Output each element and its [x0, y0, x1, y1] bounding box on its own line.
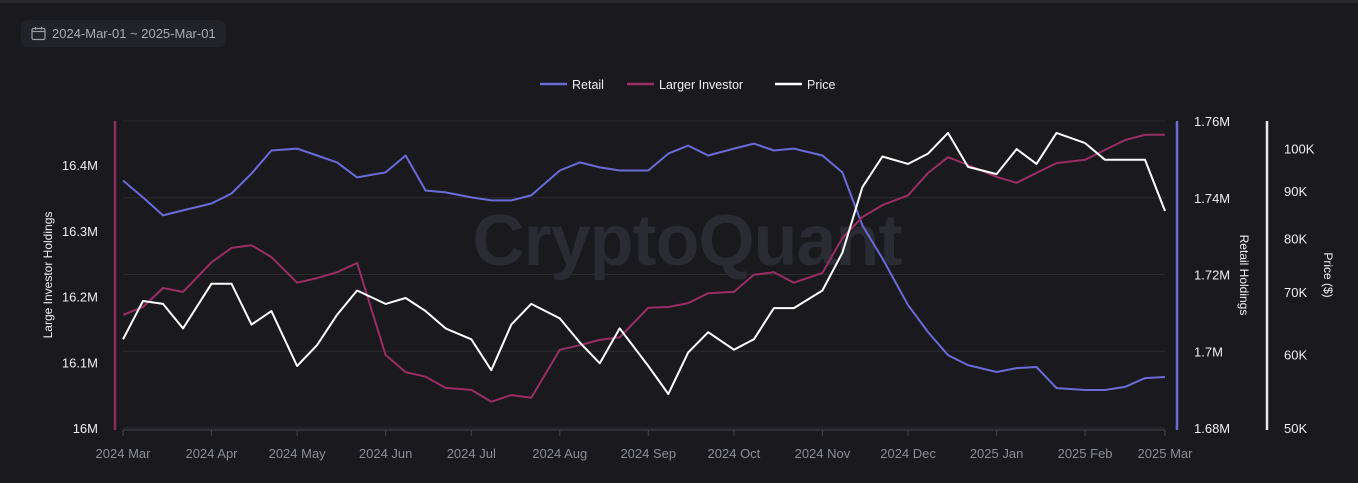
x-tick-label: 2025 Feb [1058, 446, 1113, 461]
series-line-price [122, 131, 1166, 395]
retail-tick-label: 1.76M [1194, 114, 1230, 129]
price-axis-title: Price ($) [1321, 252, 1335, 297]
left-tick-label: 16.2M [62, 290, 98, 305]
x-tick-label: 2024 Oct [708, 446, 761, 461]
price-tick-label: 60K [1284, 347, 1307, 362]
x-tick-label: 2024 Dec [880, 446, 936, 461]
date-range-label: 2024-Mar-01 ~ 2025-Mar-01 [52, 26, 216, 41]
left-tick-label: 16M [73, 421, 98, 436]
left-axis-title: Large Investor Holdings [41, 212, 55, 339]
price-tick-label: 90K [1284, 184, 1307, 199]
series-line-retail [122, 142, 1166, 391]
legend-item-larger-investor[interactable]: Larger Investor [627, 78, 743, 92]
x-tick-label: 2025 Mar [1138, 446, 1194, 461]
watermark: CryptoQuant [473, 201, 903, 281]
retail-tick-label: 1.72M [1194, 268, 1230, 283]
grid [123, 120, 1165, 429]
calendar-icon [31, 26, 46, 41]
x-tick-label: 2024 Aug [532, 446, 587, 461]
x-tick-label: 2024 Apr [185, 446, 238, 461]
retail-tick-label: 1.7M [1194, 344, 1223, 359]
x-tick-label: 2024 Sep [620, 446, 676, 461]
retail-tick-label: 1.68M [1194, 421, 1230, 436]
price-tick-label: 100K [1284, 141, 1315, 156]
left-tick-label: 16.4M [62, 158, 98, 173]
legend-label: Price [807, 78, 836, 92]
price-tick-label: 80K [1284, 231, 1307, 246]
x-tick-label: 2024 Nov [795, 446, 851, 461]
series-line-larger-investor [122, 133, 1165, 403]
left-tick-label: 16.3M [62, 224, 98, 239]
x-tick-label: 2025 Jan [970, 446, 1024, 461]
legend-label: Retail [572, 78, 604, 92]
legend[interactable]: Retail Larger Investor Price [540, 78, 836, 92]
retail-tick-label: 1.74M [1194, 191, 1230, 206]
x-tick-label: 2024 Mar [96, 446, 152, 461]
left-tick-label: 16.1M [62, 355, 98, 370]
price-tick-label: 70K [1284, 285, 1307, 300]
axes: 2024 Mar 2024 Apr 2024 May 2024 Jun 2024 Jul… [41, 114, 1335, 461]
x-tick-label: 2024 Jun [359, 446, 413, 461]
legend-item-price[interactable]: Price [775, 78, 836, 92]
top-border [0, 0, 1358, 3]
price-tick-label: 50K [1284, 421, 1307, 436]
series-group [122, 131, 1166, 403]
legend-item-retail[interactable]: Retail [540, 78, 604, 92]
date-range-picker[interactable]: 2024-Mar-01 ~ 2025-Mar-01 [21, 20, 226, 47]
retail-axis-title: Retail Holdings [1237, 235, 1251, 316]
legend-label: Larger Investor [659, 78, 743, 92]
x-tick-label: 2024 May [269, 446, 327, 461]
x-tick-label: 2024 Jul [447, 446, 496, 461]
